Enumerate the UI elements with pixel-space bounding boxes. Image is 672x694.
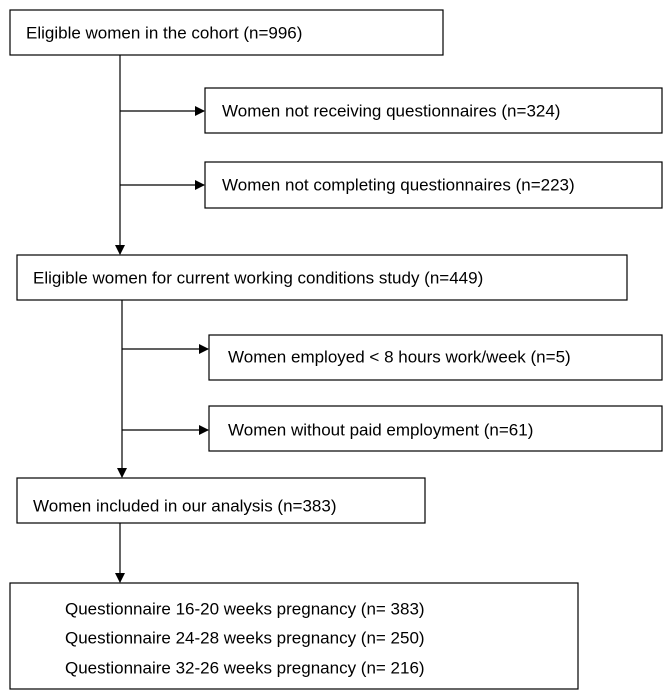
- box: [208, 405, 663, 452]
- box: [9, 582, 579, 690]
- box: [204, 161, 663, 209]
- box-label: Women employed < 8 hours work/week (n=5): [228, 347, 571, 366]
- box-line: Questionnaire 24-28 weeks pregnancy (n= …: [65, 628, 425, 647]
- box: [16, 477, 426, 524]
- box: [16, 254, 628, 301]
- box: [9, 9, 444, 56]
- box: [204, 87, 663, 134]
- box-label: Women not completing questionnaires (n=2…: [222, 175, 575, 194]
- box-label: Eligible women for current working condi…: [33, 268, 483, 287]
- box-line: Questionnaire 32-26 weeks pregnancy (n= …: [65, 658, 425, 677]
- box-label: Women not receiving questionnaires (n=32…: [222, 101, 560, 120]
- box: [208, 334, 663, 381]
- box-label: Women without paid employment (n=61): [228, 420, 533, 439]
- box-line: Questionnaire 16-20 weeks pregnancy (n= …: [65, 599, 425, 618]
- box-label: Women included in our analysis (n=383): [33, 496, 337, 515]
- box-label: Eligible women in the cohort (n=996): [26, 23, 302, 42]
